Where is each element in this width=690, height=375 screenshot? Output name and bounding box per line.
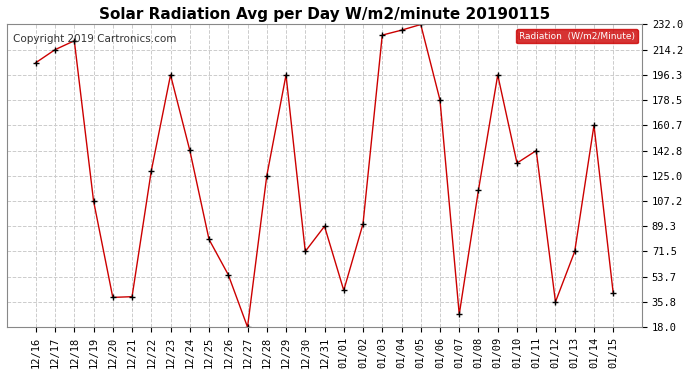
Text: Copyright 2019 Cartronics.com: Copyright 2019 Cartronics.com	[13, 34, 177, 44]
Title: Solar Radiation Avg per Day W/m2/minute 20190115: Solar Radiation Avg per Day W/m2/minute …	[99, 7, 550, 22]
Legend: Radiation  (W/m2/Minute): Radiation (W/m2/Minute)	[516, 29, 638, 44]
